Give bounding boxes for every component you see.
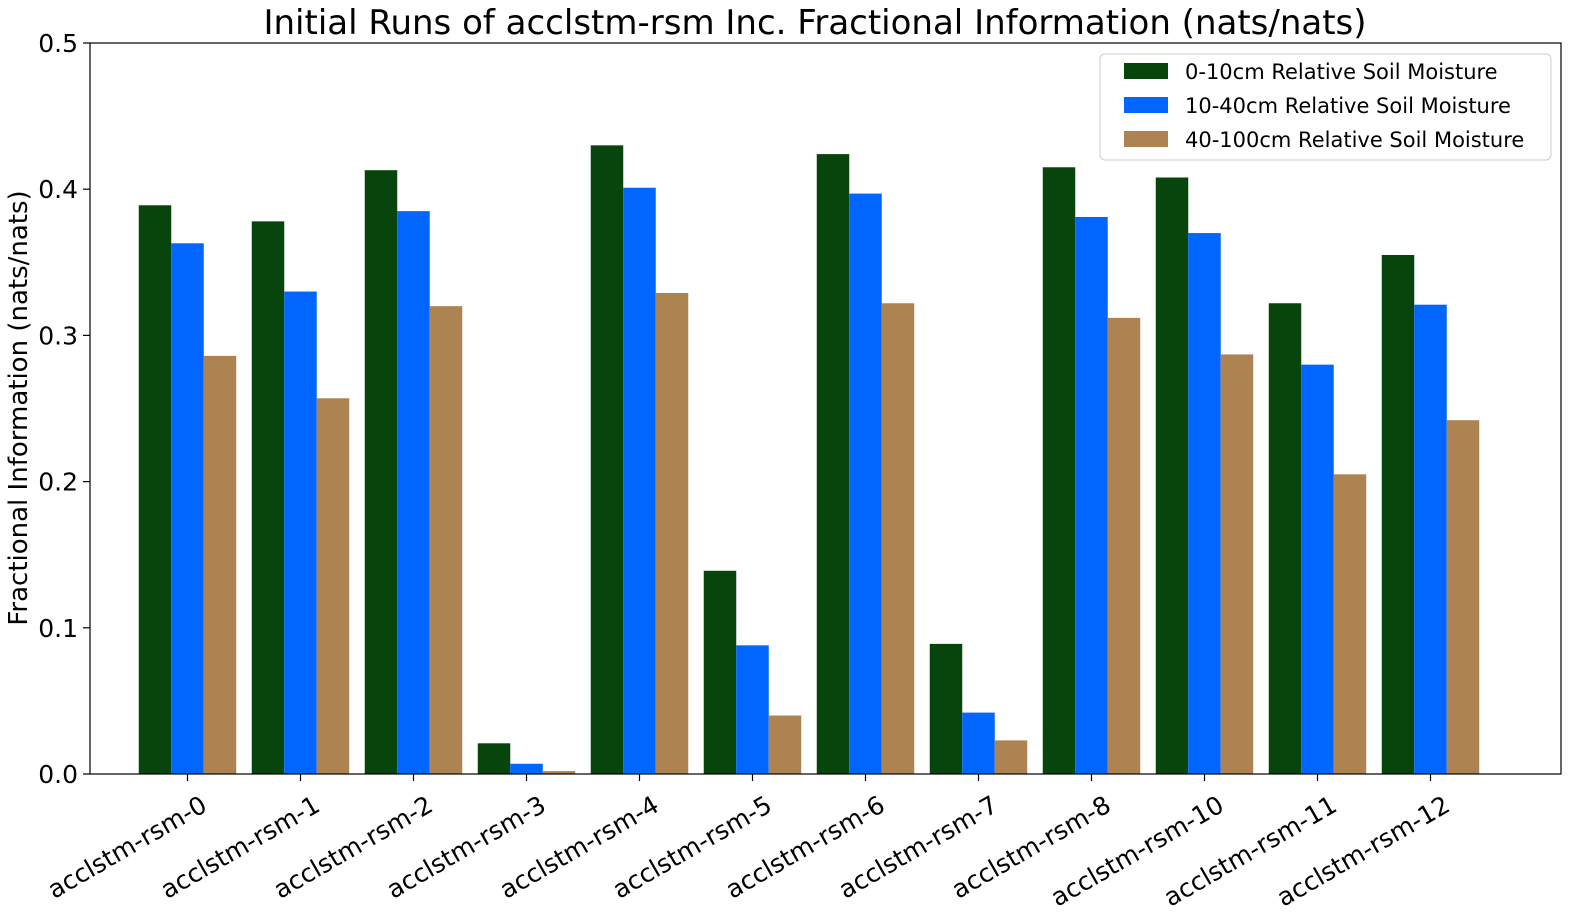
y-tick-label: 0.4 (38, 175, 78, 204)
bars-layer (138, 145, 1480, 775)
bar-series-1-acclstm-rsm-1 (284, 291, 317, 774)
bar-series-1-acclstm-rsm-2 (397, 211, 430, 774)
bar-series-2-acclstm-rsm-6 (881, 303, 915, 774)
bar-series-1-acclstm-rsm-5 (736, 645, 769, 774)
y-tick-label: 0.0 (38, 760, 78, 789)
bar-series-1-acclstm-rsm-0 (171, 243, 204, 775)
bar-series-1-acclstm-rsm-7 (962, 712, 995, 774)
bar-series-2-acclstm-rsm-0 (203, 355, 237, 774)
bar-series-2-acclstm-rsm-1 (316, 398, 350, 774)
y-tick-label: 0.5 (38, 29, 78, 58)
y-tick-label: 0.1 (38, 614, 78, 643)
legend-box (1099, 53, 1552, 161)
bar-series-2-acclstm-rsm-5 (768, 715, 802, 774)
bar-series-2-acclstm-rsm-3 (542, 771, 576, 774)
y-tick-label: 0.3 (38, 321, 78, 350)
bar-series-1-acclstm-rsm-10 (1188, 233, 1221, 774)
bar-series-2-acclstm-rsm-12 (1446, 420, 1480, 774)
bar-series-2-acclstm-rsm-4 (655, 293, 689, 774)
bar-series-0-acclstm-rsm-4 (590, 145, 624, 775)
bar-series-1-acclstm-rsm-6 (849, 193, 882, 775)
legend-swatch (1124, 131, 1168, 147)
legend: 0-10cm Relative Soil Moisture 10-40cm Rel… (1099, 53, 1552, 161)
bar-series-0-acclstm-rsm-6 (816, 154, 850, 775)
bar-series-0-acclstm-rsm-7 (929, 643, 963, 774)
y-axis: 0.0 0.1 0.2 0.3 0.4 0.5 (38, 29, 90, 789)
bar-series-0-acclstm-rsm-5 (703, 570, 737, 774)
y-axis-label: Fractional Information (nats/nats) (4, 190, 34, 625)
bar-series-2-acclstm-rsm-7 (994, 740, 1028, 774)
bar-series-1-acclstm-rsm-3 (510, 763, 543, 774)
legend-label: 40-100cm Relative Soil Moisture (1185, 128, 1524, 152)
bar-series-0-acclstm-rsm-11 (1268, 303, 1302, 774)
y-tick-label: 0.2 (38, 468, 78, 497)
bar-series-0-acclstm-rsm-2 (364, 170, 398, 774)
legend-swatch (1124, 63, 1168, 79)
bar-series-2-acclstm-rsm-11 (1333, 474, 1367, 774)
legend-label: 0-10cm Relative Soil Moisture (1185, 60, 1498, 84)
bar-series-0-acclstm-rsm-3 (477, 743, 511, 774)
bar-series-0-acclstm-rsm-10 (1155, 177, 1189, 774)
bar-series-0-acclstm-rsm-1 (251, 221, 285, 775)
x-axis: acclstm-rsm-0acclstm-rsm-1acclstm-rsm-2a… (43, 774, 1455, 912)
bar-series-1-acclstm-rsm-4 (623, 187, 656, 775)
bar-series-0-acclstm-rsm-12 (1381, 254, 1415, 775)
bar-series-0-acclstm-rsm-8 (1042, 167, 1076, 774)
chart-title: Initial Runs of acclstm-rsm Inc. Fractio… (263, 3, 1366, 43)
bar-series-2-acclstm-rsm-10 (1220, 354, 1254, 774)
bar-series-0-acclstm-rsm-0 (138, 205, 172, 774)
bar-series-1-acclstm-rsm-8 (1075, 216, 1108, 775)
bar-series-1-acclstm-rsm-11 (1301, 364, 1334, 774)
legend-swatch (1124, 97, 1168, 113)
plot-frame (89, 42, 1562, 775)
bar-series-2-acclstm-rsm-8 (1107, 317, 1141, 774)
bar-series-2-acclstm-rsm-2 (429, 306, 463, 774)
bar-series-1-acclstm-rsm-12 (1414, 304, 1447, 774)
legend-label: 10-40cm Relative Soil Moisture (1185, 94, 1511, 118)
